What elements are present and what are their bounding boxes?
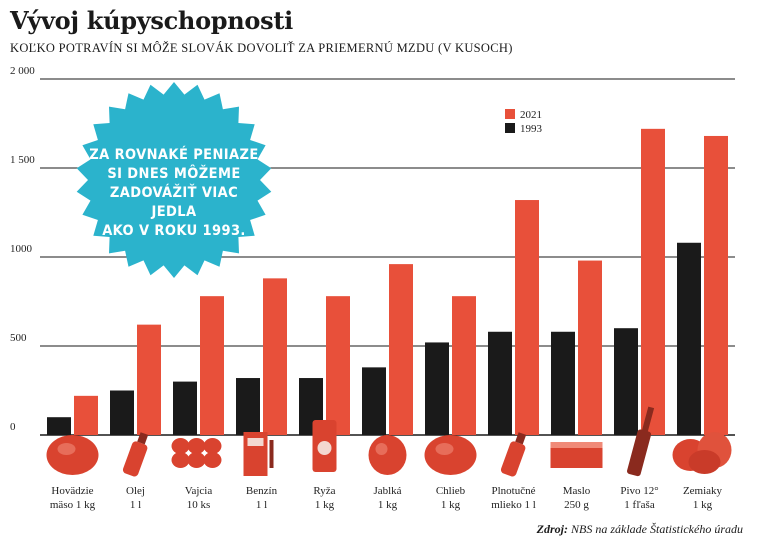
bar-1993 xyxy=(614,328,638,435)
product-icon xyxy=(500,432,527,477)
category-label: mlieko 1 l xyxy=(491,499,536,511)
category-label: 1 l xyxy=(256,499,267,511)
source-note: Zdroj: NBS na základe Štatistického úrad… xyxy=(537,522,743,537)
bar-2021 xyxy=(200,296,224,435)
category-label: 1 kg xyxy=(441,499,461,511)
callout-line: SI DNES MÔŽEME xyxy=(107,166,241,182)
y-tick-label: 500 xyxy=(10,332,27,344)
bar-1993 xyxy=(425,342,449,435)
legend-swatch xyxy=(505,123,515,133)
bar-2021 xyxy=(74,395,98,435)
y-tick-label: 1000 xyxy=(10,243,33,255)
y-tick-label: 0 xyxy=(10,421,16,433)
category-label: 1 kg xyxy=(693,499,713,511)
bar-1993 xyxy=(236,378,260,435)
category-label: 1 l xyxy=(130,499,141,511)
bar-1993 xyxy=(362,367,386,435)
category-label: Zemiaky xyxy=(683,485,723,497)
product-icon xyxy=(243,432,274,476)
product-icon xyxy=(122,432,149,477)
y-tick-label: 1 500 xyxy=(10,154,35,166)
category-label: Benzín xyxy=(246,485,278,497)
legend-label: 1993 xyxy=(520,123,543,135)
category-label: Plnotučné xyxy=(492,485,536,497)
callout-line: AKO V ROKU 1993. xyxy=(102,223,246,239)
bar-2021 xyxy=(137,324,161,435)
bar-1993 xyxy=(110,390,134,435)
chart-subtitle: KOĽKO POTRAVÍN SI MÔŽE SLOVÁK DOVOLIŤ ZA… xyxy=(10,41,513,55)
category-label: 1 fľaša xyxy=(624,499,655,511)
bar-1993 xyxy=(173,381,197,435)
callout-text: ZA ROVNAKÉ PENIAZE SI DNES MÔŽEME ZADOVÁ… xyxy=(88,146,260,241)
callout-line: ZA ROVNAKÉ PENIAZE xyxy=(89,147,259,163)
bar-1993 xyxy=(47,417,71,435)
category-label: Maslo xyxy=(563,485,591,497)
bar-1993 xyxy=(551,331,575,435)
legend-label: 2021 xyxy=(520,109,542,121)
callout-line: ZADOVÁŽIŤ VIAC JEDLA xyxy=(109,185,239,220)
category-label: 250 g xyxy=(564,499,589,511)
source-text: NBS na základe Štatistického úradu xyxy=(568,522,743,536)
product-icon xyxy=(550,442,603,468)
source-label: Zdroj: xyxy=(536,522,569,536)
category-label: Hovädzie xyxy=(51,485,93,497)
product-icon xyxy=(312,420,337,472)
category-label: 1 kg xyxy=(315,499,335,511)
category-label: Ryža xyxy=(313,485,335,497)
bar-2021 xyxy=(578,260,602,435)
category-label: Chlieb xyxy=(436,485,466,497)
category-label: 1 kg xyxy=(378,499,398,511)
category-label: Olej xyxy=(126,485,145,497)
starburst-callout xyxy=(76,82,272,278)
category-label: 10 ks xyxy=(187,499,211,511)
bar-2021 xyxy=(515,200,539,435)
bar-2021 xyxy=(326,296,350,435)
bar-2021 xyxy=(704,135,728,435)
category-label: mäso 1 kg xyxy=(50,499,96,511)
bar-2021 xyxy=(389,264,413,435)
bar-2021 xyxy=(641,128,665,435)
category-label: Jablká xyxy=(373,485,401,497)
category-label: Pivo 12° xyxy=(620,485,658,497)
bar-1993 xyxy=(677,242,701,435)
product-icon xyxy=(171,438,222,468)
product-icon xyxy=(424,435,477,475)
product-icon xyxy=(672,432,732,474)
legend-swatch xyxy=(505,109,515,119)
category-label: Vajcia xyxy=(185,485,213,497)
bar-1993 xyxy=(488,331,512,435)
product-icon xyxy=(627,406,655,477)
product-icon xyxy=(368,435,407,475)
bar-2021 xyxy=(452,296,476,435)
chart-title: Vývoj kúpyschopnosti xyxy=(10,6,293,35)
bar-2021 xyxy=(263,278,287,435)
product-icon xyxy=(46,435,99,475)
y-tick-label: 2 000 xyxy=(10,65,35,77)
